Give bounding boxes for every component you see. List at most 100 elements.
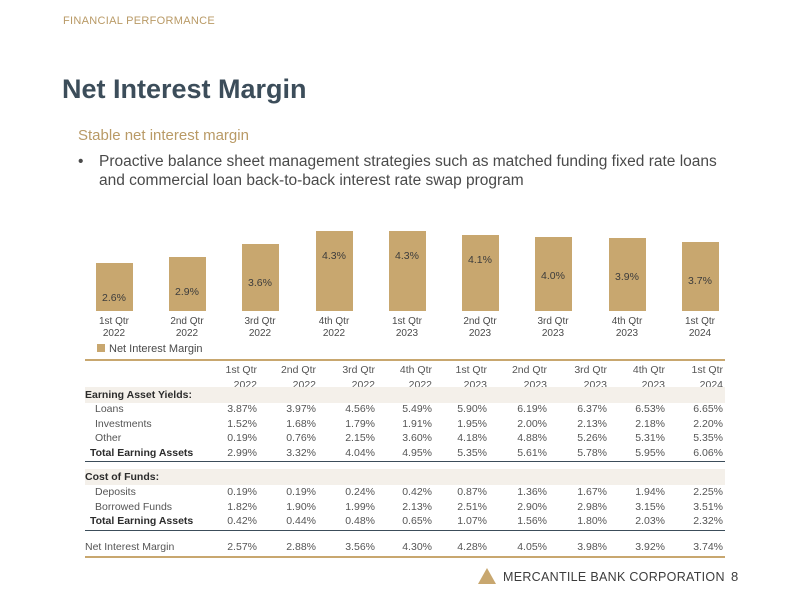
header-quarter: 4th Qtr (399, 364, 432, 376)
x-tick-label: 4th Qtr 2022 (304, 316, 364, 340)
cell-value: 5.95% (635, 447, 665, 460)
x-tick-label: 3rd Qtr 2023 (523, 316, 583, 340)
cell-value: 6.06% (693, 447, 723, 460)
bar (535, 236, 572, 311)
cell-value: 3.56% (345, 541, 375, 553)
tick-line2: 2023 (468, 328, 492, 339)
cell-value: 2.13% (402, 500, 432, 513)
cell-value: 5.61% (517, 447, 547, 460)
bar (462, 234, 499, 311)
cell-value: 3.74% (693, 541, 723, 553)
bar-label: 3.6% (248, 277, 272, 290)
x-tick-label: 1st Qtr 2022 (84, 316, 144, 340)
header-quarter: 1st Qtr (691, 364, 723, 376)
x-tick-label: 1st Qtr 2024 (670, 316, 730, 340)
cell-value: 0.42% (227, 515, 257, 528)
table-row: Net Interest Margin 2.57% 2.88% 3.56% 4.30% 4… (85, 541, 725, 556)
row-label: Deposits (95, 486, 136, 498)
section-header: Earning Asset Yields: (85, 389, 725, 404)
row-label: Total Earning Assets (90, 515, 194, 528)
tick-line2: 2023 (395, 328, 419, 339)
table-row: Total Earning Assets 2.99% 3.32% 4.04% 4.95%… (85, 447, 725, 462)
x-tick-label: 2nd Qtr 2023 (450, 316, 510, 340)
cell-value: 1.79% (345, 417, 375, 430)
bar-label: 3.7% (688, 275, 712, 288)
cell-value: 5.78% (577, 447, 607, 460)
cell-value: 0.65% (402, 515, 432, 528)
cell-value: 0.42% (402, 486, 432, 498)
cell-value: 2.57% (227, 541, 257, 553)
section-label: FINANCIAL PERFORMANCE (63, 15, 215, 27)
cell-value: 6.37% (577, 403, 607, 415)
tick-line2: 2024 (688, 328, 712, 339)
cell-value: 1.99% (345, 500, 375, 513)
tick-line2: 2023 (541, 328, 565, 339)
cell-value: 3.98% (577, 541, 607, 553)
cell-value: 0.87% (457, 486, 487, 498)
cell-value: 3.32% (286, 447, 316, 460)
cell-value: 1.82% (227, 500, 257, 513)
chart-legend: Net Interest Margin (97, 343, 203, 355)
cell-value: 2.20% (693, 417, 723, 430)
cell-value: 6.65% (693, 403, 723, 415)
header-quarter: 1st Qtr (225, 364, 257, 376)
triangle-logo-icon (478, 568, 496, 584)
cell-value: 0.48% (345, 515, 375, 528)
cell-value: 5.31% (635, 432, 665, 445)
cell-value: 3.97% (286, 403, 316, 415)
cell-value: 1.91% (402, 417, 432, 430)
bar (389, 231, 426, 311)
cell-value: 4.04% (345, 447, 375, 460)
bar-label: 2.6% (102, 291, 126, 304)
cell-value: 5.35% (693, 432, 723, 445)
cell-value: 0.19% (227, 486, 257, 498)
page-title: Net Interest Margin (62, 74, 307, 104)
bar (682, 242, 719, 311)
bar (316, 231, 353, 311)
row-label: Other (95, 432, 122, 445)
bullet-text: Proactive balance sheet management strat… (99, 153, 717, 189)
cell-value: 2.15% (345, 432, 375, 445)
legend-swatch (97, 344, 105, 352)
legend-label: Net Interest Margin (109, 343, 203, 355)
row-label: Borrowed Funds (95, 500, 173, 513)
cell-value: 1.80% (577, 515, 607, 528)
cell-value: 2.98% (577, 500, 607, 513)
table-bottom-rule (85, 556, 725, 558)
cell-value: 4.95% (402, 447, 432, 460)
table-row: Deposits 0.19% 0.19% 0.24% 0.42% 0.87% 1.36% 1.… (85, 486, 725, 501)
bar-label: 4.1% (468, 253, 492, 266)
cell-value: 2.18% (635, 417, 665, 430)
cell-value: 1.95% (457, 417, 487, 430)
cell-value: 2.88% (286, 541, 316, 553)
cell-value: 1.07% (457, 515, 487, 528)
cell-value: 2.13% (577, 417, 607, 430)
x-tick-label: 4th Qtr 2023 (597, 316, 657, 340)
tick-line1: 2nd Qtr (463, 316, 497, 327)
tick-line1: 3rd Qtr (537, 316, 569, 327)
row-label: Total Earning Assets (90, 447, 194, 460)
tick-line1: 3rd Qtr (244, 316, 276, 327)
cell-value: 2.03% (635, 515, 665, 528)
tick-line1: 4th Qtr (318, 316, 350, 327)
table-row: Loans 3.87% 3.97% 4.56% 5.49% 5.90% 6.19% 6.37%… (85, 403, 725, 418)
header-quarter: 3rd Qtr (574, 364, 607, 376)
cell-value: 3.60% (402, 432, 432, 445)
cell-value: 1.94% (635, 486, 665, 498)
cell-value: 3.51% (693, 500, 723, 513)
bar (609, 238, 646, 311)
cell-value: 2.25% (693, 486, 723, 498)
tick-line1: 2nd Qtr (170, 316, 204, 327)
cell-value: 0.76% (286, 432, 316, 445)
cell-value: 1.67% (577, 486, 607, 498)
header-quarter: 3rd Qtr (342, 364, 375, 376)
cell-value: 6.53% (635, 403, 665, 415)
cell-value: 0.19% (286, 486, 316, 498)
cell-value: 4.28% (457, 541, 487, 553)
cell-value: 5.49% (402, 403, 432, 415)
section-header: Cost of Funds: (85, 471, 725, 486)
cell-value: 3.92% (635, 541, 665, 553)
cell-value: 0.19% (227, 432, 257, 445)
bar-label: 4.3% (322, 250, 346, 263)
